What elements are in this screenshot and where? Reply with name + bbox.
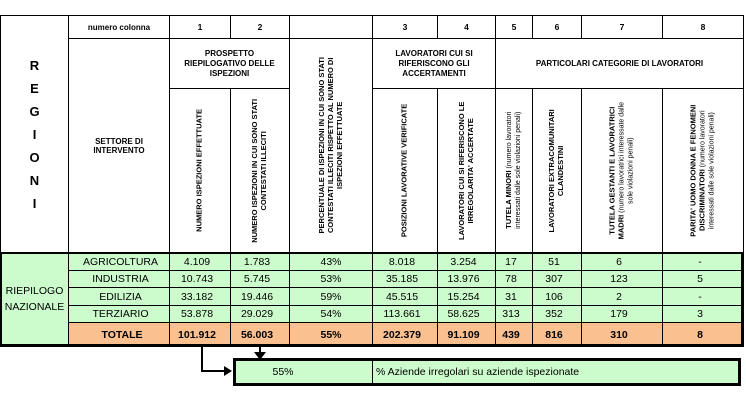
group-header-prospetto: PROSPETTO RIEPILOGATIVO DELLE ISPEZIONI <box>170 39 290 89</box>
cell: - <box>663 288 744 306</box>
cell: 313 <box>496 306 533 323</box>
cell: 6 <box>582 253 663 271</box>
cell: 1.783 <box>231 253 290 271</box>
cell: 8.018 <box>373 253 438 271</box>
connector-line-vertical <box>201 346 203 372</box>
row-terziario-label: TERZIARIO <box>69 306 170 323</box>
cell-total: 439 <box>496 323 533 347</box>
col-header-posizioni-lavorative: POSIZIONI LAVORATIVE VERIFICATE <box>373 89 438 253</box>
column-number-blank <box>290 16 373 39</box>
group-header-particolari-categorie: PARTICOLARI CATEGORIE DI LAVORATORI <box>496 39 744 89</box>
col-header-ispezioni-illeciti-text: NUMERO ISPEZIONI IN CUI SONO STATI CONTE… <box>250 98 268 243</box>
cell: 19.446 <box>231 288 290 306</box>
row-totale-label: TOTALE <box>69 323 170 347</box>
cell: 53% <box>290 271 373 288</box>
col-header-percentuale-text: PERCENTUALE DI ISPEZIONI IN CUI SONO STA… <box>316 57 344 234</box>
cell: 352 <box>533 306 582 323</box>
cell: 45.515 <box>373 288 438 306</box>
cell: 35.185 <box>373 271 438 288</box>
inspections-summary-table: R E G I O N I numero colonna 1 2 3 4 5 6… <box>0 15 744 347</box>
irregular-percentage-value: 55% <box>236 361 373 383</box>
column-number-8: 8 <box>663 16 744 39</box>
column-number-row-label: numero colonna <box>69 16 170 39</box>
group-header-lavoratori-accertamenti: LAVORATORI CUI SI RIFERISCONO GLI ACCERT… <box>373 39 496 89</box>
cell-total: 202.379 <box>373 323 438 347</box>
col-header-numero-ispezioni-text: NUMERO ISPEZIONI EFFETTUATE <box>194 109 204 232</box>
cell: - <box>663 253 744 271</box>
col-header-percentuale: PERCENTUALE DI ISPEZIONI IN CUI SONO STA… <box>290 39 373 253</box>
row-industria-label: INDUSTRIA <box>69 271 170 288</box>
cell: 123 <box>582 271 663 288</box>
cell-total: 56.003 <box>231 323 290 347</box>
cell: 3 <box>663 306 744 323</box>
cell: 43% <box>290 253 373 271</box>
right-arrow-icon <box>224 366 232 376</box>
cell: 17 <box>496 253 533 271</box>
column-number-5: 5 <box>496 16 533 39</box>
down-arrow-stem <box>259 346 261 353</box>
col-header-irregolarita-accertate: LAVORATORI CUI SI RIFERISCONO LE IRREGOL… <box>438 89 496 253</box>
cell: 13.976 <box>438 271 496 288</box>
cell-total: 8 <box>663 323 744 347</box>
cell: 31 <box>496 288 533 306</box>
column-number-4: 4 <box>438 16 496 39</box>
cell-total: 816 <box>533 323 582 347</box>
regioni-vertical-label: R E G I O N I <box>1 16 69 253</box>
cell: 113.661 <box>373 306 438 323</box>
row-edilizia-label: EDILIZIA <box>69 288 170 306</box>
cell: 78 <box>496 271 533 288</box>
col-header-extracomunitari-text: LAVORATORI EXTRACOMUNITARI CLANDESTINI <box>547 108 565 233</box>
cell-total: 101.912 <box>170 323 231 347</box>
cell: 15.254 <box>438 288 496 306</box>
cell: 54% <box>290 306 373 323</box>
cell: 59% <box>290 288 373 306</box>
col-header-posizioni-lavorative-text: POSIZIONI LAVORATIVE VERIFICATE <box>399 103 409 238</box>
cell: 5 <box>663 271 744 288</box>
col-header-tutela-minori: TUTELA MINORI (numero lavoratori interes… <box>496 89 533 253</box>
col-header-gestanti-madri: TUTELA GESTANTI E LAVORATRICI MADRI (num… <box>582 89 663 253</box>
column-number-3: 3 <box>373 16 438 39</box>
cell-total: 55% <box>290 323 373 347</box>
cell: 33.182 <box>170 288 231 306</box>
cell: 3.254 <box>438 253 496 271</box>
col-header-irregolarita-accertate-text: LAVORATORI CUI SI RIFERISCONO LE IRREGOL… <box>456 101 475 240</box>
row-group-label-riepilogo-nazionale: RIEPILOGO NAZIONALE <box>1 253 69 347</box>
cell: 307 <box>533 271 582 288</box>
cell: 10.743 <box>170 271 231 288</box>
irregular-companies-callout: 55% % Aziende irregolari su aziende ispe… <box>233 358 741 386</box>
row-agricoltura-label: AGRICOLTURA <box>69 253 170 271</box>
cell: 106 <box>533 288 582 306</box>
connector-line-horizontal <box>201 370 224 372</box>
column-number-6: 6 <box>533 16 582 39</box>
col-header-extracomunitari: LAVORATORI EXTRACOMUNITARI CLANDESTINI <box>533 89 582 253</box>
cell: 5.745 <box>231 271 290 288</box>
column-number-1: 1 <box>170 16 231 39</box>
col-header-tutela-minori-bold: TUTELA MINORI <box>503 170 513 230</box>
cell: 2 <box>582 288 663 306</box>
cell: 4.109 <box>170 253 231 271</box>
col-header-gestanti-madri-note: (numero lavoratrici interessate dalle so… <box>618 101 635 215</box>
cell-total: 91.109 <box>438 323 496 347</box>
cell: 53.878 <box>170 306 231 323</box>
irregular-percentage-label: % Aziende irregolari su aziende ispezion… <box>376 366 580 378</box>
cell: 29.029 <box>231 306 290 323</box>
column-number-7: 7 <box>582 16 663 39</box>
col-header-ispezioni-illeciti: NUMERO ISPEZIONI IN CUI SONO STATI CONTE… <box>231 89 290 253</box>
cell-total: 310 <box>582 323 663 347</box>
cell: 58.625 <box>438 306 496 323</box>
sector-column-header: SETTORE DI INTERVENTO <box>69 39 170 253</box>
column-number-2: 2 <box>231 16 290 39</box>
col-header-numero-ispezioni: NUMERO ISPEZIONI EFFETTUATE <box>170 89 231 253</box>
cell: 179 <box>582 306 663 323</box>
down-arrow-icon <box>254 352 266 360</box>
cell: 51 <box>533 253 582 271</box>
col-header-parita-uomo-donna: PARITA' UOMO DONNA E FENOMENI DISCRIMINA… <box>663 89 744 253</box>
